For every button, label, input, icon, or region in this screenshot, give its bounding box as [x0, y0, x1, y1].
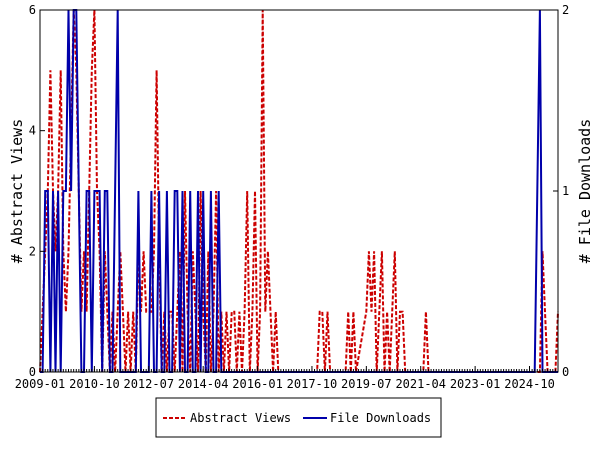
- x-tick-label: 2010-10: [69, 377, 120, 391]
- y-left-tick-label: 0: [29, 365, 36, 379]
- legend-box: [155, 397, 442, 438]
- legend-label-file-downloads: File Downloads: [330, 411, 431, 425]
- legend: Abstract Views File Downloads: [155, 397, 442, 438]
- x-tick-label: 2017-10: [287, 377, 338, 391]
- x-tick-label: 2023-01: [450, 377, 501, 391]
- x-tick-label: 2012-07: [123, 377, 174, 391]
- x-tick-label: 2019-07: [341, 377, 392, 391]
- y-left-tick-label: 2: [29, 244, 36, 258]
- y-right-tick-label: 2: [562, 3, 569, 17]
- x-tick-label: 2024-10: [504, 377, 555, 391]
- series-group: [39, 9, 559, 373]
- series-line-file-downloads: [40, 9, 558, 373]
- y-axis-right-label: # File Downloads: [576, 119, 594, 264]
- y-left-tick-label: 6: [29, 3, 36, 17]
- x-tick-label: 2021-04: [395, 377, 446, 391]
- y-right-tick-label: 0: [562, 365, 569, 379]
- legend-label-abstract-views: Abstract Views: [190, 411, 291, 425]
- x-tick-label: 2009-01: [15, 377, 66, 391]
- y-right-tick-label: 1: [562, 184, 569, 198]
- x-tick-label: 2014-04: [178, 377, 229, 391]
- x-tick-label: 2016-01: [232, 377, 283, 391]
- axis-ticks: 2009-01 2010-10 2012-07 2014-04 2016-01 2017-…: [15, 3, 570, 391]
- y-left-tick-label: 4: [29, 124, 36, 138]
- y-axis-left-label: # Abstract Views: [8, 119, 26, 264]
